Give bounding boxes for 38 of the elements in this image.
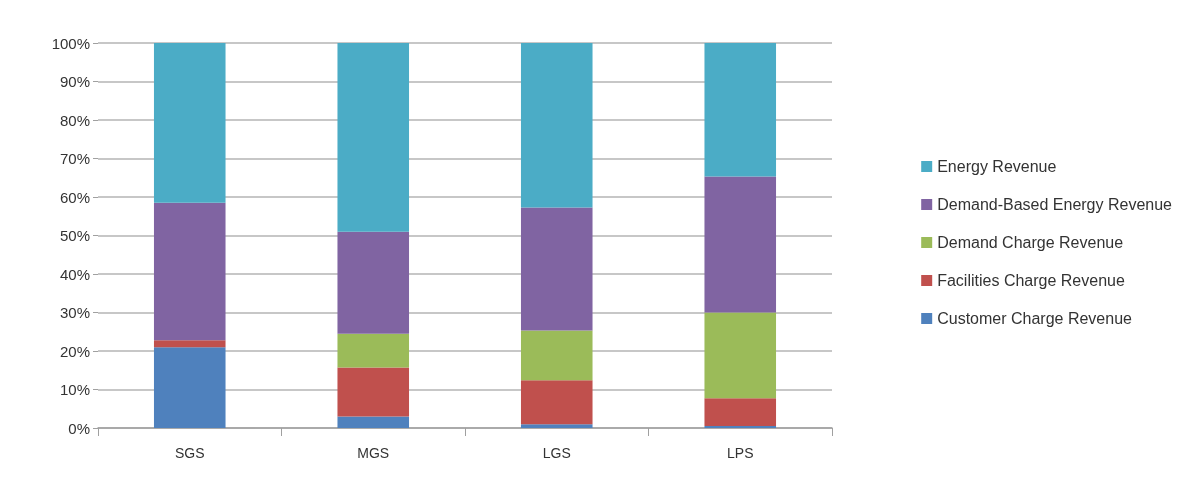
legend-label: Demand Charge Revenue bbox=[937, 234, 1124, 251]
x-tick-label: LPS bbox=[727, 445, 754, 461]
bar bbox=[153, 202, 226, 341]
bar bbox=[704, 398, 777, 427]
x-tick-label: LGS bbox=[542, 445, 571, 461]
bar bbox=[520, 207, 593, 331]
legend-label: Energy Revenue bbox=[937, 158, 1057, 175]
bar bbox=[153, 347, 226, 428]
y-tick-label: 40% bbox=[59, 265, 90, 283]
legend-label: Customer Charge Revenue bbox=[937, 310, 1133, 327]
x-tick-label: MGS bbox=[357, 445, 390, 461]
y-tick-label: 60% bbox=[59, 188, 90, 206]
x-tick-label: SGS bbox=[174, 445, 205, 461]
y-tick-label: 0% bbox=[68, 419, 90, 437]
bar bbox=[520, 43, 593, 208]
bar bbox=[337, 231, 410, 334]
bar bbox=[337, 333, 410, 368]
y-tick-label: 30% bbox=[59, 304, 90, 321]
y-tick-label: 10% bbox=[59, 381, 90, 398]
bar bbox=[337, 43, 410, 232]
y-tick-label: 90% bbox=[59, 73, 90, 90]
y-tick-label: 50% bbox=[59, 227, 90, 244]
y-tick-label: 80% bbox=[59, 111, 90, 129]
y-tick-label: 100% bbox=[51, 34, 90, 52]
bar bbox=[153, 43, 226, 203]
bar bbox=[520, 424, 593, 428]
legend-label: Facilities Charge Revenue bbox=[937, 272, 1125, 289]
y-tick-label: 20% bbox=[59, 342, 90, 360]
bar bbox=[704, 176, 777, 313]
bar bbox=[520, 330, 593, 381]
bar bbox=[520, 380, 593, 425]
y-tick-label: 70% bbox=[59, 150, 90, 167]
bar bbox=[337, 416, 410, 428]
bar bbox=[337, 367, 410, 417]
bar bbox=[704, 312, 777, 399]
legend-label: Demand-Based Energy Revenue bbox=[937, 196, 1173, 213]
bar bbox=[153, 340, 226, 348]
bar bbox=[704, 43, 777, 177]
